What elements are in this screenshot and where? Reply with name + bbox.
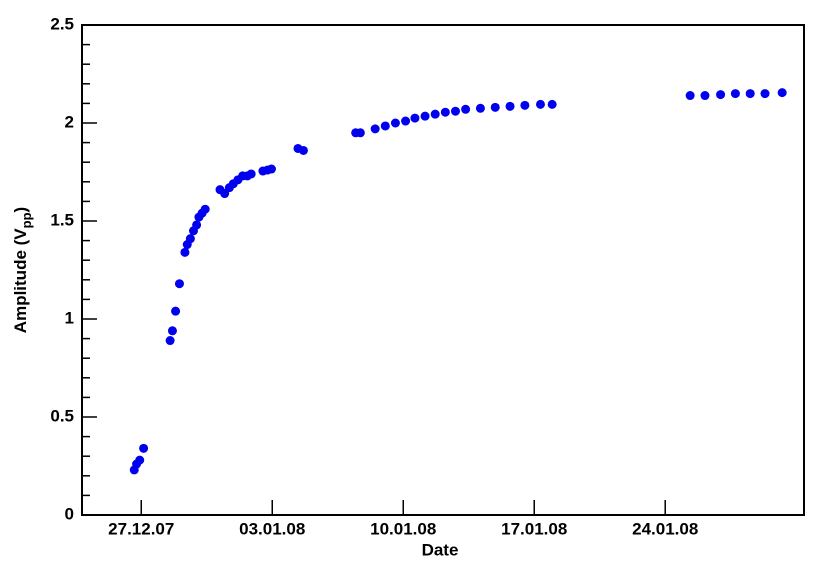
x-axis-label: Date xyxy=(422,540,459,559)
point xyxy=(135,455,145,465)
x-tick-label: 03.01.08 xyxy=(239,519,305,538)
y-label-sub: pp xyxy=(19,212,34,228)
point xyxy=(139,443,149,453)
point xyxy=(174,279,184,289)
point xyxy=(192,220,202,230)
point xyxy=(777,88,787,98)
point xyxy=(535,99,545,109)
point xyxy=(171,306,181,316)
point xyxy=(390,118,400,128)
x-tick-label: 27.12.07 xyxy=(108,519,174,538)
point xyxy=(547,99,557,109)
point xyxy=(490,102,500,112)
point xyxy=(410,113,420,123)
point xyxy=(716,90,726,100)
point xyxy=(370,124,380,134)
point xyxy=(420,111,430,121)
y-tick-label: 1 xyxy=(65,308,74,327)
point xyxy=(730,89,740,99)
point xyxy=(685,91,695,101)
point xyxy=(380,121,390,131)
point xyxy=(430,109,440,119)
point xyxy=(185,234,195,244)
y-label-end: ) xyxy=(11,207,30,213)
x-tick-label: 17.01.08 xyxy=(501,519,567,538)
point xyxy=(200,204,210,214)
y-axis-label: Amplitude (Vpp) xyxy=(11,207,34,333)
point xyxy=(165,336,175,346)
point xyxy=(298,145,308,155)
point xyxy=(745,89,755,99)
point xyxy=(475,103,485,113)
point xyxy=(401,116,411,126)
y-tick-label: 2.5 xyxy=(50,14,74,33)
point xyxy=(461,104,471,114)
point xyxy=(440,107,450,117)
point xyxy=(505,101,515,111)
point xyxy=(355,128,365,138)
point xyxy=(520,100,530,110)
point xyxy=(450,106,460,116)
point xyxy=(700,91,710,101)
y-tick-label: 0.5 xyxy=(50,406,74,425)
plot-frame xyxy=(81,24,805,516)
y-label-main: Amplitude (V xyxy=(11,228,30,333)
point xyxy=(266,164,276,174)
point xyxy=(760,89,770,99)
x-tick-label: 10.01.08 xyxy=(370,519,436,538)
x-tick-label: 24.01.08 xyxy=(632,519,698,538)
point xyxy=(246,169,256,179)
point xyxy=(180,247,190,257)
y-tick-label: 0 xyxy=(65,504,74,523)
y-tick-label: 2 xyxy=(65,112,74,131)
y-tick-label: 1.5 xyxy=(50,210,74,229)
point xyxy=(167,326,177,336)
